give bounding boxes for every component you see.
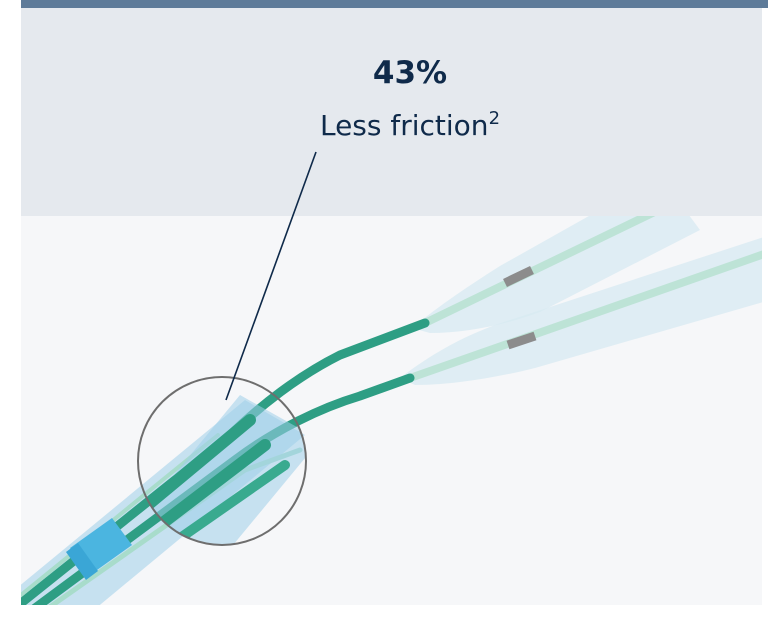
- lower-marker-band: [506, 331, 537, 350]
- upper-marker-band: [503, 265, 534, 288]
- lower-balloon: [400, 237, 762, 385]
- stat-label-text: Less friction: [319, 109, 489, 142]
- pointer-line: [225, 151, 317, 401]
- catheter-collar: [66, 518, 132, 580]
- top-rule: [21, 0, 768, 8]
- magnifier-circle-icon: [137, 376, 307, 546]
- stat-value: 43%: [372, 55, 448, 91]
- stat-label: Less friction2: [230, 110, 590, 140]
- callout-panel: [21, 8, 762, 216]
- footnote-ref: 2: [488, 108, 501, 129]
- upper-balloon: [412, 216, 700, 333]
